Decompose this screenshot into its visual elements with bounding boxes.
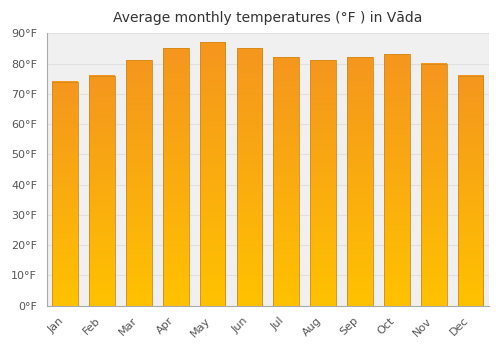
Bar [236,48,262,306]
Bar [126,61,152,306]
Bar [310,61,336,306]
Bar [52,82,78,306]
Bar [458,76,483,306]
Bar [420,63,446,306]
Bar [347,57,373,306]
Bar [200,42,226,306]
Bar [89,76,115,306]
Title: Average monthly temperatures (°F ) in Vāda: Average monthly temperatures (°F ) in Vā… [113,11,422,25]
Bar [274,57,299,306]
Bar [163,48,188,306]
Bar [384,54,409,306]
